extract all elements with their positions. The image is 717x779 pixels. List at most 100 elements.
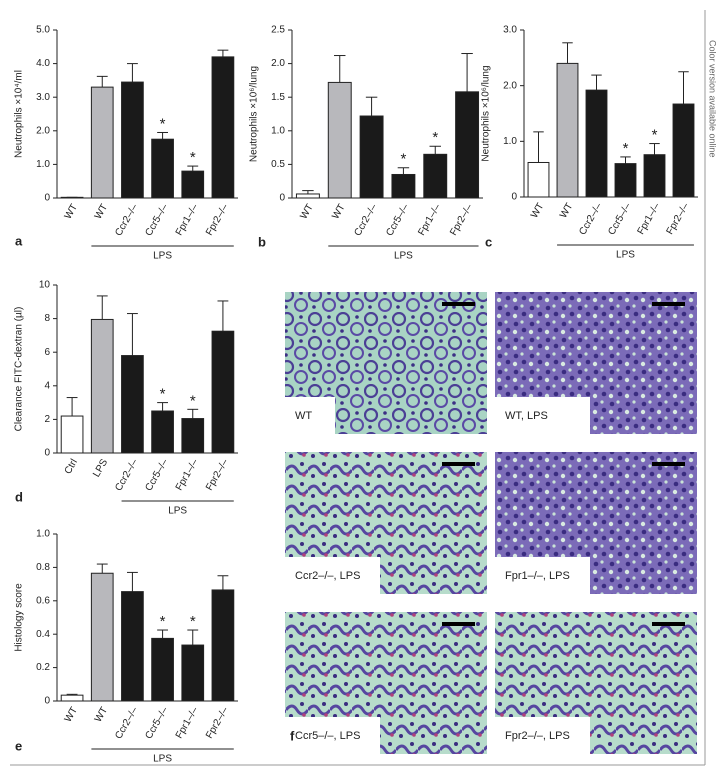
y-tick-label: 2.0 (271, 58, 285, 69)
y-tick-label: 2 (44, 414, 50, 425)
micrograph-label: Ccr5–/–, LPS (295, 730, 360, 742)
x-tick-label: Ccr2–/– (352, 202, 379, 238)
y-tick-label: 1.0 (503, 136, 517, 147)
y-tick-label: 4.0 (36, 58, 50, 69)
bar (151, 637, 174, 702)
bar (90, 86, 114, 199)
significance-marker: * (400, 151, 406, 168)
x-tick-label: WT (63, 705, 80, 724)
x-tick-label: Ccr5–/– (606, 201, 633, 237)
y-tick-label: 3.0 (36, 92, 50, 103)
bar (181, 170, 205, 199)
y-tick-label: 0.6 (36, 595, 50, 606)
x-tick-label: WT (529, 201, 546, 220)
micrograph-label: WT, LPS (505, 410, 548, 422)
panel-letter: b (258, 234, 266, 249)
y-tick-label: 0.4 (36, 629, 50, 640)
label-box (495, 717, 590, 754)
x-tick-label: WT (93, 705, 110, 724)
bar (391, 173, 416, 199)
x-tick-label: Fpr2–/– (204, 705, 231, 741)
micrograph-label: WT (295, 410, 312, 422)
x-tick-label: Ccr5–/– (143, 457, 170, 493)
x-tick-label: Fpr1–/– (416, 202, 443, 238)
significance-marker: * (160, 613, 166, 630)
x-tick-label: Ccr5–/– (143, 202, 170, 238)
y-axis-label: Neutrophils ×10⁶/lung (249, 66, 260, 162)
x-tick-label: Ccr2–/– (577, 201, 604, 237)
significance-marker: * (190, 613, 196, 630)
bar (556, 62, 579, 198)
y-tick-label: 8 (44, 313, 50, 324)
significance-marker: * (160, 115, 166, 132)
label-box (285, 557, 380, 594)
y-axis-label: Clearance FITC-dextran (µl) (14, 307, 25, 432)
y-tick-label: 2.0 (503, 80, 517, 91)
y-tick-label: 5.0 (36, 25, 50, 36)
group-label: LPS (616, 250, 635, 261)
y-tick-label: 0.8 (36, 562, 50, 573)
x-tick-label: Fpr1–/– (174, 705, 201, 741)
x-tick-label: Ccr5–/– (143, 705, 170, 741)
bar (60, 694, 84, 702)
x-tick-label: Fpr2–/– (204, 457, 231, 493)
significance-marker: * (432, 129, 438, 146)
side-note: Color version available online (708, 40, 717, 158)
y-tick-label: 0 (44, 696, 50, 707)
significance-marker: * (623, 140, 629, 157)
micrograph-label: Ccr2–/–, LPS (295, 570, 360, 582)
bar (211, 330, 235, 454)
panel-letter: e (15, 738, 22, 753)
x-tick-label: Fpr2–/– (448, 202, 475, 238)
panel-letter: a (15, 233, 23, 248)
bar (90, 318, 114, 454)
x-tick-label: Ccr2–/– (113, 202, 140, 238)
bar (643, 154, 666, 198)
x-tick-label: LPS (91, 457, 110, 479)
y-tick-label: 0 (279, 193, 285, 204)
y-axis-label: Neutrophils ×10⁴/ml (14, 70, 25, 158)
bar (121, 81, 144, 199)
bar (614, 163, 637, 198)
y-tick-label: 0 (44, 448, 50, 459)
y-tick-label: 1.5 (271, 92, 285, 103)
x-tick-label: Fpr1–/– (636, 201, 663, 237)
x-tick-label: WT (558, 201, 575, 220)
bar (90, 572, 114, 702)
significance-marker: * (160, 386, 166, 403)
bar (151, 410, 174, 454)
micrograph-label: Fpr1–/–, LPS (505, 570, 570, 582)
x-tick-label: Fpr1–/– (174, 457, 201, 493)
significance-marker: * (190, 149, 196, 166)
bar (60, 196, 84, 199)
bar (211, 589, 235, 702)
bar (423, 153, 448, 199)
bar (211, 56, 235, 199)
bar (327, 81, 352, 199)
bar (672, 103, 695, 198)
group-label: LPS (153, 251, 172, 262)
y-tick-label: 2.5 (271, 25, 285, 36)
bar (181, 644, 205, 702)
y-tick-label: 10 (39, 280, 51, 291)
y-tick-label: 0.2 (36, 662, 50, 673)
y-tick-label: 1.0 (36, 159, 50, 170)
panel-letter: c (485, 234, 492, 249)
group-label: LPS (153, 754, 172, 765)
y-tick-label: 0 (44, 193, 50, 204)
x-tick-label: Ccr2–/– (113, 705, 140, 741)
bar (585, 89, 608, 198)
x-tick-label: WT (63, 202, 80, 221)
label-box (285, 717, 380, 754)
y-axis-label: Neutrophils ×10⁶/lung (481, 65, 492, 161)
panel-letter: d (15, 489, 23, 504)
label-box (285, 397, 335, 434)
x-tick-label: Ccr2–/– (113, 457, 140, 493)
group-label: LPS (394, 251, 413, 262)
x-tick-label: WT (299, 202, 316, 221)
x-tick-label: Fpr2–/– (665, 201, 692, 237)
label-box (495, 397, 590, 434)
y-tick-label: 0.5 (271, 159, 285, 170)
significance-marker: * (652, 127, 658, 144)
